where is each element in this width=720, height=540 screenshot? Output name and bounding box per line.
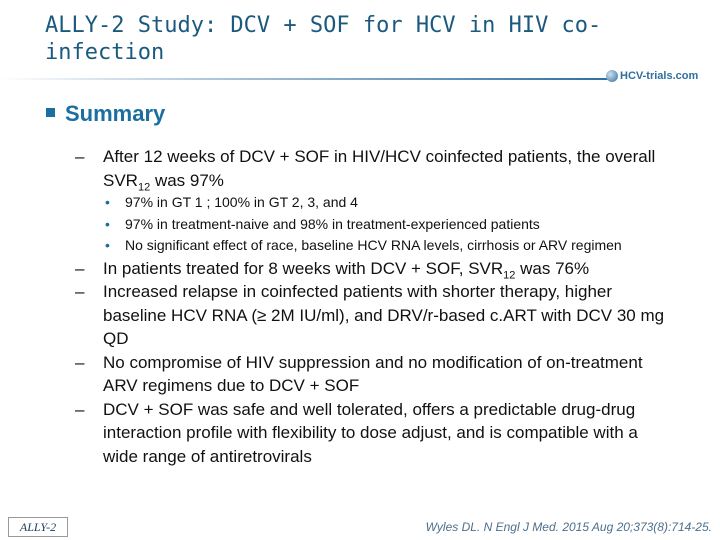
dot-marker: • (105, 215, 110, 232)
title-rule (0, 78, 610, 80)
list-item: – In patients treated for 8 weeks with DC… (75, 257, 675, 281)
list-item: – No compromise of HIV suppression and no… (75, 351, 675, 398)
item-text: Increased relapse in coinfected patients… (103, 282, 665, 348)
dash-marker: – (75, 282, 85, 301)
list-item: – After 12 weeks of DCV + SOF in HIV/HCV … (75, 145, 675, 192)
list-item: – Increased relapse in coinfected patient… (75, 280, 675, 351)
item-subscript: 12 (503, 268, 516, 281)
sub-item: • 97% in treatment-naive and 98% in treat… (105, 214, 675, 236)
section-bullet (46, 108, 55, 117)
dash-marker: – (75, 352, 85, 372)
dot-marker: • (105, 194, 110, 210)
sub-item-text: 97% in GT 1 ; 100% in GT 2, 3, and 4 (125, 194, 358, 210)
dot-marker: • (105, 237, 110, 253)
slide-title: ALLY-2 Study: DCV + SOF for HCV in HIV c… (45, 13, 602, 65)
dash-marker: – (75, 147, 85, 166)
item-text: DCV + SOF was safe and well tolerated, o… (103, 399, 638, 466)
logo: HCV-trials.com (620, 70, 699, 82)
sub-item-text: 97% in treatment-naive and 98% in treatm… (125, 215, 540, 232)
logo-icon (606, 70, 618, 82)
section-heading-row: Summary (46, 101, 165, 127)
item-text-tail: was 97% (150, 170, 224, 190)
sub-item: • No significant effect of race, baseline… (105, 235, 675, 257)
item-text: In patients treated for 8 weeks with DCV… (103, 258, 504, 278)
sub-item: • 97% in GT 1 ; 100% in GT 2, 3, and 4 (105, 192, 675, 214)
dash-marker: – (75, 399, 85, 419)
item-text-tail: was 76% (515, 258, 590, 278)
citation: Wyles DL. N Engl J Med. 2015 Aug 20;373(… (425, 520, 712, 534)
item-subscript: 12 (137, 180, 151, 193)
item-text: After 12 weeks of DCV + SOF in HIV/HCV c… (103, 147, 656, 190)
list-item: – DCV + SOF was safe and well tolerated, … (75, 398, 675, 469)
summary-list: – After 12 weeks of DCV + SOF in HIV/HCV … (75, 145, 675, 468)
footer-label: ALLY-2 (8, 517, 68, 537)
sub-item-text: No significant effect of race, baseline … (125, 237, 622, 253)
section-heading: Summary (65, 101, 166, 126)
dash-marker: – (75, 258, 85, 278)
item-text: No compromise of HIV suppression and no … (103, 352, 643, 396)
